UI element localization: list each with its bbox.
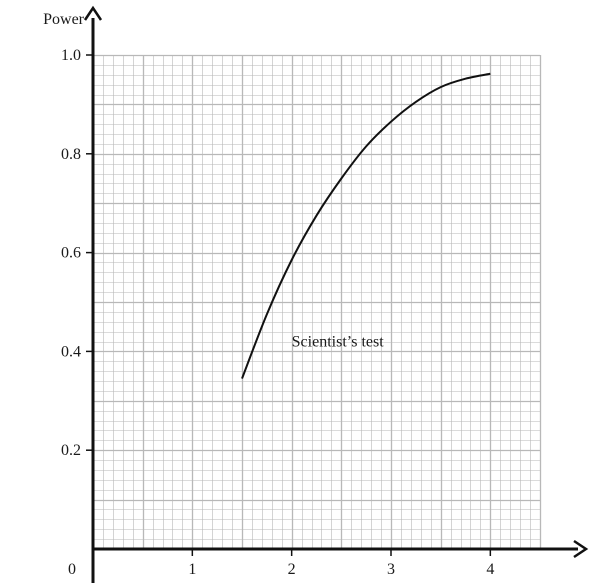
x-axis-arrow-icon xyxy=(573,539,589,559)
origin-label: 0 xyxy=(68,561,76,578)
series-annotation-label: Scientist’s test xyxy=(292,333,385,350)
grid xyxy=(92,54,542,551)
y-axis-arrow-icon xyxy=(83,5,103,21)
x-tick-label: 1 xyxy=(188,561,196,578)
x-tick-label: 4 xyxy=(486,561,494,578)
y-axis-title: Power xyxy=(43,11,85,28)
power-curve-line xyxy=(241,72,491,379)
y-tick-label: 0.2 xyxy=(61,442,81,459)
ticks: 1 2 3 4 0.2 0.4 0.6 0.8 1.0 xyxy=(61,47,494,578)
x-tick-label: 3 xyxy=(387,561,395,578)
y-tick-label: 0.6 xyxy=(61,245,81,262)
x-tick-label: 2 xyxy=(288,561,296,578)
series xyxy=(241,72,491,379)
axes xyxy=(83,5,589,583)
y-tick-label: 0.4 xyxy=(61,343,81,360)
y-tick-label: 1.0 xyxy=(61,47,81,64)
annotations: Scientist’s test xyxy=(292,333,385,350)
y-tick-label: 0.8 xyxy=(61,146,81,163)
